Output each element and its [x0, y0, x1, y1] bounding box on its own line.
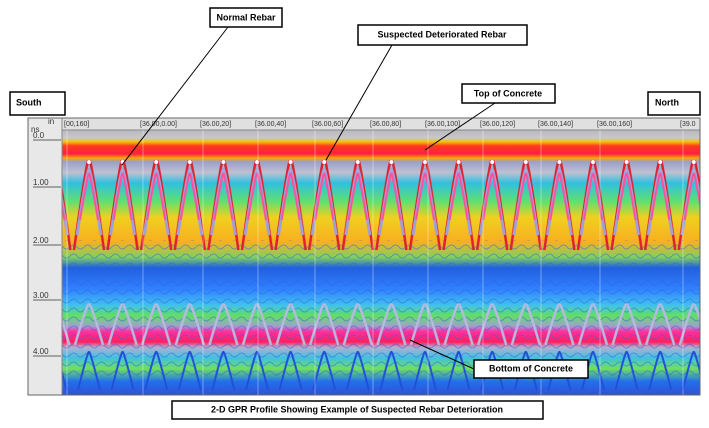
station-label: [36.00,20] — [200, 121, 231, 128]
callout-label: Bottom of Concrete — [489, 363, 573, 373]
station-label: [39.0 — [680, 121, 696, 128]
depth-tick-label: 4.00 — [33, 347, 49, 356]
callout-label: Top of Concrete — [474, 88, 542, 98]
station-label: [36.00,40] — [255, 121, 286, 128]
station-label: [36.00,140] — [538, 121, 573, 128]
depth-tick-label: 0.0 — [33, 131, 45, 140]
station-label: [36.00,0.00] — [140, 121, 177, 128]
callout-label: Normal Rebar — [216, 12, 276, 22]
station-label: [36.00,80] — [370, 121, 401, 128]
rebar-reflections — [62, 160, 700, 395]
station-label: [36.00,100] — [425, 121, 460, 128]
depth-tick-label: 1.00 — [33, 178, 49, 187]
depth-tick-label: 2.00 — [33, 236, 49, 245]
axis-unit: in — [48, 117, 54, 126]
station-label: [36.00,160] — [597, 121, 632, 128]
figure: in ns 0.01.002.003.004.00 [00,160][36.00… — [0, 0, 709, 423]
station-label: [00,160] — [64, 121, 89, 128]
direction-label: North — [655, 97, 679, 107]
station-label: [36.00,60] — [312, 121, 343, 128]
station-label: [36.00,120] — [480, 121, 515, 128]
depth-tick-label: 3.00 — [33, 291, 49, 300]
callout-label: Suspected Deteriorated Rebar — [377, 29, 507, 39]
direction-label: South — [16, 97, 42, 107]
caption: 2-D GPR Profile Showing Example of Suspe… — [211, 404, 503, 414]
